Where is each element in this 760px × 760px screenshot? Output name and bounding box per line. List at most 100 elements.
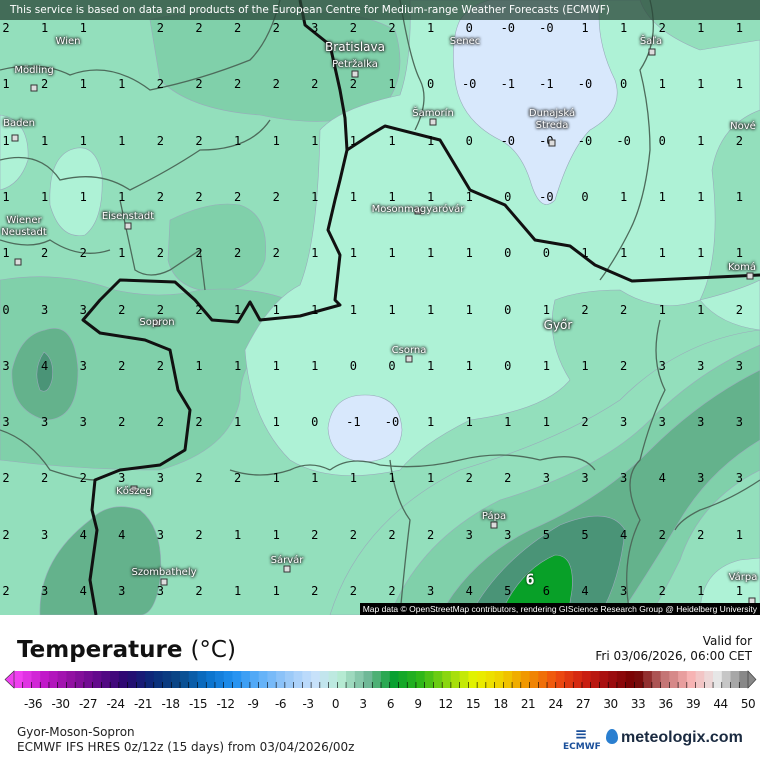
grid-value: 2: [581, 302, 589, 317]
grid-value: 1: [735, 77, 744, 92]
grid-value: 1: [233, 133, 242, 148]
grid-value: 2: [697, 527, 705, 542]
colorbar-cell: [302, 671, 312, 688]
colorbar-cell: [669, 671, 679, 688]
grid-value: 1: [426, 471, 435, 486]
colorbar-tick-label: 21: [520, 697, 536, 711]
grid-value: 3: [40, 584, 49, 598]
grid-value: 4: [619, 527, 628, 542]
colorbar-tick-label: 24: [548, 697, 563, 711]
grid-value: 6: [542, 584, 551, 598]
grid-value: 0: [658, 133, 666, 148]
grid-value: 1: [311, 246, 319, 261]
weather-map[interactable]: 2 1 1 2 2 2 2 3 2 2 1 0 -0 -0 1 1 2 1 1 1 2 1 1 2 2 2 2 2 2 1 0 -0 -1 -1 -…: [0, 0, 760, 615]
colorbar-cell: [581, 671, 592, 688]
city-marker-icon: [30, 84, 38, 92]
colorbar-cell: [223, 671, 233, 688]
grid-value: 2: [349, 21, 358, 35]
grid-value: 0: [426, 77, 435, 92]
colorbar-cell: [75, 671, 85, 688]
colorbar-cell: [92, 671, 102, 688]
grid-value: -0: [616, 133, 631, 148]
national-borders: [81, 0, 760, 615]
colorbar-cell: [267, 671, 277, 688]
colorbar-cell: [704, 671, 714, 688]
grid-value: 1: [619, 21, 628, 35]
grid-value: 2: [349, 527, 358, 542]
grid-value: 2: [272, 21, 280, 35]
grid-value: 3: [735, 415, 744, 430]
colorbar-cell: [372, 671, 382, 688]
colorbar-cell: [695, 671, 705, 688]
colorbar-cell: [512, 671, 522, 688]
city-marker-icon: [490, 521, 498, 529]
colorbar-cell: [110, 671, 120, 688]
colorbar-cell: [249, 671, 260, 688]
grid-value: 1: [581, 21, 589, 35]
city-label: Csorna: [391, 345, 427, 356]
grid-value: 1: [619, 189, 628, 204]
grid-value: 1: [388, 302, 396, 317]
grid-value: 2: [619, 302, 628, 317]
colorbar-cell: [188, 671, 198, 688]
grid-value: 1: [349, 133, 358, 148]
grid-value: 1: [465, 302, 473, 317]
colorbar-cell: [433, 671, 443, 688]
grid-value: 1: [735, 189, 744, 204]
colorbar-tick-label: 15: [465, 697, 481, 711]
city-marker-icon: [160, 578, 168, 586]
grid-value: 3: [619, 415, 628, 430]
grid-value: 1: [195, 358, 203, 373]
meteologix-logo[interactable]: meteologix.com: [606, 729, 743, 747]
ecmwf-logo[interactable]: ≡ ECMWF: [563, 727, 601, 757]
grid-value: 3: [79, 358, 87, 373]
colorbar-cell: [14, 671, 24, 688]
colorbar-cell: [398, 671, 408, 688]
grid-value: 1: [311, 471, 319, 486]
grid-value: 2: [195, 21, 203, 35]
colorbar-tick-label: 36: [658, 697, 673, 711]
colorbar-cell: [713, 671, 723, 688]
colorbar-tick-label: 0: [331, 697, 340, 711]
colorbar-cell: [31, 671, 41, 688]
grid-value: 1: [349, 471, 358, 486]
zone-light-topright: [699, 279, 760, 331]
grid-value: 3: [40, 415, 49, 430]
grid-value: 1: [504, 415, 512, 430]
grid-value: -1: [346, 415, 361, 430]
colorbar-cell: [643, 671, 653, 688]
grid-value: 1: [581, 246, 589, 261]
colorbar-cell: [319, 671, 330, 688]
grid-value: 2: [195, 527, 203, 542]
city-marker-icon: [11, 134, 19, 142]
grid-value: 1: [697, 302, 705, 317]
colorbar-cell: [555, 671, 565, 688]
grid-value: 2: [426, 527, 435, 542]
colorbar-tick-label: -12: [216, 697, 235, 711]
grid-value: -0: [577, 133, 593, 148]
grid-value: 1: [697, 77, 705, 92]
city-marker-icon: [283, 565, 291, 573]
grid-value: 1: [388, 471, 396, 486]
grid-value: 0: [504, 358, 512, 373]
grid-value: 4: [79, 584, 87, 598]
city-marker-icon: [124, 222, 132, 230]
grid-value: 2: [156, 21, 165, 35]
colorbar-cell: [180, 671, 190, 688]
colorbar-cell: [564, 671, 574, 688]
grid-value: 2: [735, 133, 744, 148]
grid-value: 2: [156, 77, 165, 92]
colorbar-cell: [145, 671, 155, 688]
colorbar-cell: [66, 671, 76, 688]
colorbar-cell: [415, 671, 426, 688]
grid-value: 2: [504, 471, 512, 486]
valid-time: Fri 03/06/2026, 06:00 CET: [595, 649, 752, 663]
region-name: Gyor-Moson-Sopron: [17, 725, 135, 739]
grid-value: 1: [2, 189, 10, 204]
temperature-colorbar: [4, 670, 757, 689]
grid-value: 2: [40, 471, 49, 486]
grid-value: 2: [195, 133, 203, 148]
colorbar-cell: [101, 671, 111, 688]
grid-value: 2: [311, 77, 319, 92]
city-label: Várpa: [728, 572, 758, 583]
